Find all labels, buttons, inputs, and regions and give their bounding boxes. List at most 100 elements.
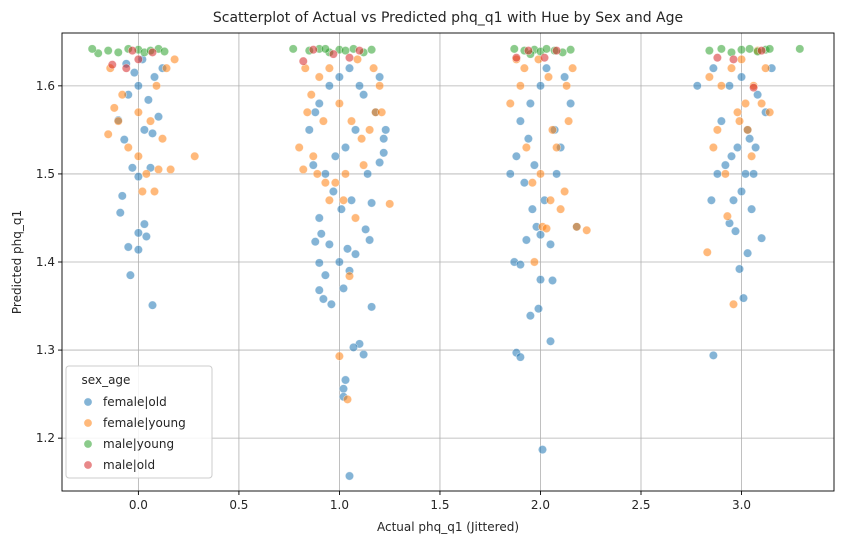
- point-female-young: [150, 187, 160, 197]
- point-female-young: [736, 54, 746, 64]
- point-female-old: [133, 81, 143, 91]
- point-female-young: [294, 143, 304, 153]
- x-tick-label: 2.5: [631, 498, 650, 512]
- point-female-old: [515, 260, 525, 270]
- point-female-old: [533, 304, 543, 314]
- legend-label: male|young: [103, 437, 174, 451]
- point-female-old: [139, 125, 149, 135]
- point-female-young: [740, 99, 750, 109]
- point-female-young: [166, 165, 176, 175]
- point-female-young: [552, 143, 562, 153]
- point-male-old: [133, 54, 143, 64]
- point-female-old: [505, 169, 515, 179]
- y-tick-label: 1.6: [36, 79, 55, 93]
- point-female-old: [338, 283, 348, 293]
- point-female-old: [738, 293, 748, 303]
- point-male-old: [121, 63, 131, 73]
- x-tick-label: 2.0: [531, 498, 550, 512]
- point-male-young: [87, 44, 97, 54]
- point-female-old: [334, 257, 344, 267]
- point-male-old: [298, 56, 308, 66]
- legend-entry-female-young: female|young: [83, 416, 186, 430]
- point-female-young: [133, 151, 143, 161]
- legend-entry-female-old: female|old: [83, 395, 167, 409]
- point-female-old: [521, 235, 531, 245]
- point-female-young: [369, 63, 379, 73]
- point-male-young: [288, 44, 298, 54]
- point-female-young: [541, 224, 551, 234]
- point-female-old: [375, 158, 385, 168]
- point-female-old: [310, 237, 320, 247]
- x-tick-label: 0.5: [229, 498, 248, 512]
- point-male-young: [765, 44, 775, 54]
- point-female-young: [302, 107, 312, 117]
- x-tick-label: 0.0: [129, 498, 148, 512]
- point-male-young: [113, 47, 123, 57]
- point-female-old: [326, 299, 336, 309]
- legend-label: female|young: [103, 416, 186, 430]
- point-female-old: [734, 264, 744, 274]
- point-female-young: [562, 81, 572, 91]
- point-female-young: [357, 134, 367, 144]
- point-female-old: [560, 72, 570, 82]
- point-male-old: [354, 46, 364, 56]
- legend-title: sex_age: [82, 373, 131, 387]
- point-female-old: [133, 172, 143, 182]
- point-female-old: [330, 151, 340, 161]
- point-female-old: [511, 151, 521, 161]
- point-female-old: [379, 134, 389, 144]
- point-female-old: [747, 204, 757, 214]
- point-female-young: [318, 116, 328, 126]
- point-female-young: [728, 299, 738, 309]
- point-female-young: [152, 81, 162, 91]
- point-female-old: [334, 72, 344, 82]
- point-female-old: [310, 107, 320, 117]
- point-female-old: [350, 125, 360, 135]
- point-female-young: [543, 72, 553, 82]
- point-female-old: [314, 285, 324, 295]
- y-tick-label: 1.4: [36, 255, 55, 269]
- point-male-old: [552, 46, 562, 56]
- point-female-young: [340, 169, 350, 179]
- point-male-young: [566, 45, 576, 55]
- point-female-young: [704, 72, 714, 82]
- point-female-old: [525, 99, 535, 109]
- point-female-young: [308, 151, 318, 161]
- point-female-young: [521, 143, 531, 153]
- point-female-old: [708, 350, 718, 360]
- point-male-old: [127, 46, 137, 56]
- point-female-old: [346, 195, 356, 205]
- point-female-old: [320, 270, 330, 280]
- point-female-old: [732, 143, 742, 153]
- point-female-old: [535, 81, 545, 91]
- point-male-young: [103, 46, 113, 56]
- point-female-old: [529, 160, 539, 170]
- point-female-old: [724, 81, 734, 91]
- point-female-young: [582, 225, 592, 235]
- point-female-old: [115, 208, 125, 218]
- point-female-young: [720, 169, 730, 179]
- point-female-old: [123, 242, 133, 252]
- point-female-young: [137, 187, 147, 197]
- point-female-old: [525, 311, 535, 321]
- y-axis-title: Predicted phq_q1: [10, 210, 24, 314]
- point-female-old: [354, 81, 364, 91]
- x-tick-label: 3.0: [732, 498, 751, 512]
- point-female-old: [523, 134, 533, 144]
- point-female-old: [708, 63, 718, 73]
- point-female-old: [348, 342, 358, 352]
- point-female-young: [743, 125, 753, 135]
- point-female-old: [367, 198, 377, 208]
- point-male-old: [749, 83, 759, 93]
- point-female-old: [324, 239, 334, 249]
- point-male-young: [93, 48, 103, 58]
- point-male-old: [308, 45, 318, 55]
- point-female-young: [338, 195, 348, 205]
- point-female-old: [730, 226, 740, 236]
- point-female-young: [350, 213, 360, 223]
- y-tick-label: 1.5: [36, 167, 55, 181]
- point-female-young: [117, 90, 127, 100]
- point-female-young: [712, 125, 722, 135]
